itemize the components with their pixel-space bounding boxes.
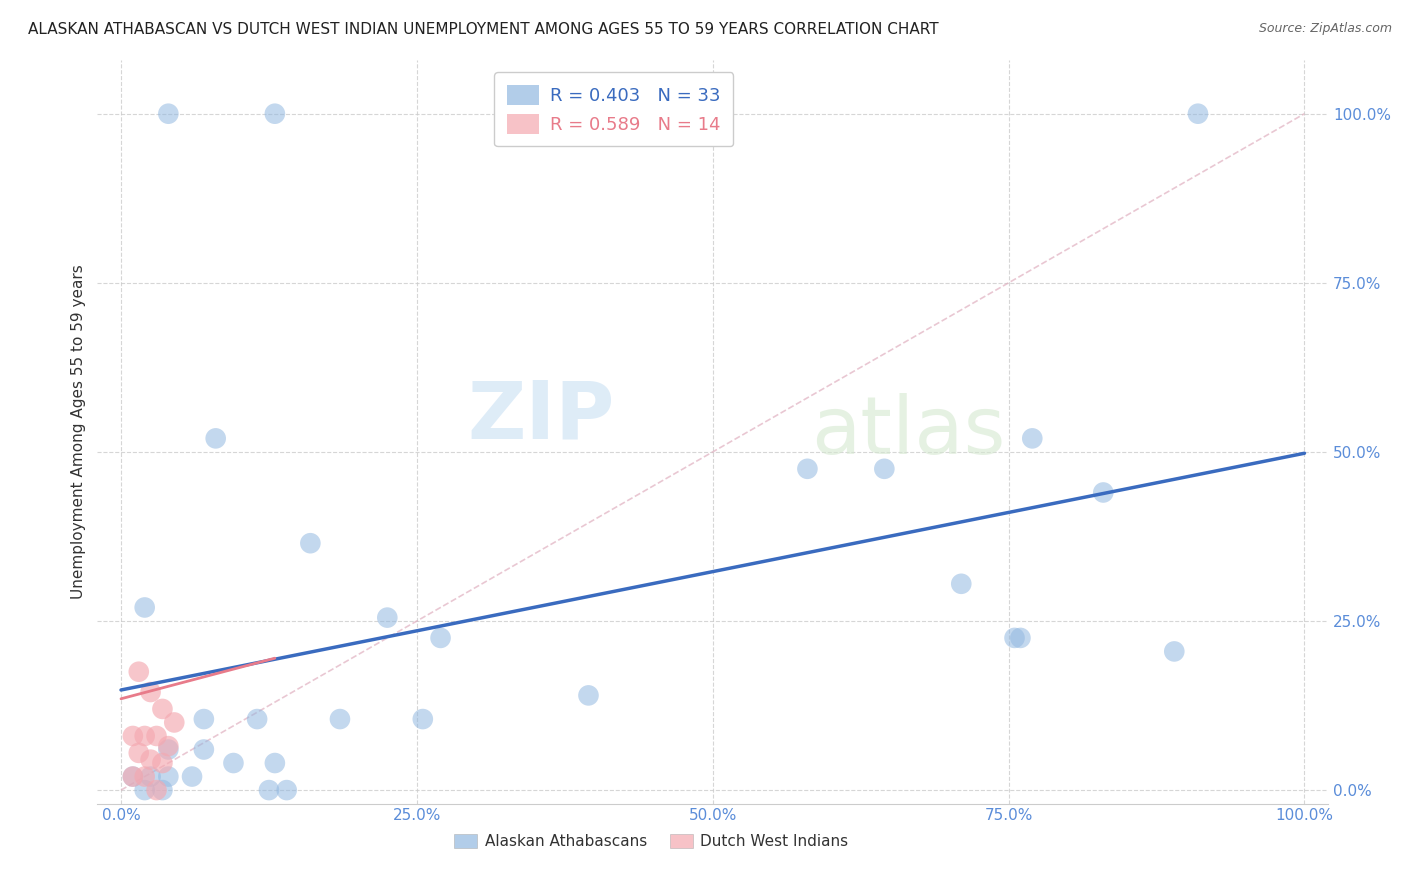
Point	[128, 746, 150, 760]
Point	[1163, 644, 1185, 658]
Point	[1187, 106, 1209, 120]
Point	[152, 783, 174, 797]
Point	[121, 770, 143, 784]
Point	[181, 770, 204, 784]
Legend: R = 0.403   N = 33, R = 0.589   N = 14: R = 0.403 N = 33, R = 0.589 N = 14	[494, 72, 733, 146]
Point	[134, 600, 156, 615]
Point	[145, 729, 167, 743]
Point	[873, 462, 896, 476]
Point	[157, 742, 180, 756]
Point	[578, 689, 600, 703]
Point	[134, 770, 156, 784]
Point	[128, 665, 150, 679]
Point	[193, 742, 215, 756]
Point	[121, 729, 143, 743]
Text: ZIP: ZIP	[467, 377, 614, 456]
Point	[163, 715, 186, 730]
Y-axis label: Unemployment Among Ages 55 to 59 years: Unemployment Among Ages 55 to 59 years	[72, 264, 86, 599]
Point	[375, 610, 398, 624]
Point	[257, 783, 280, 797]
Point	[134, 729, 156, 743]
Point	[157, 106, 180, 120]
Point	[1010, 631, 1032, 645]
Point	[246, 712, 269, 726]
Point	[1004, 631, 1026, 645]
Point	[193, 712, 215, 726]
Text: ALASKAN ATHABASCAN VS DUTCH WEST INDIAN UNEMPLOYMENT AMONG AGES 55 TO 59 YEARS C: ALASKAN ATHABASCAN VS DUTCH WEST INDIAN …	[28, 22, 939, 37]
Point	[276, 783, 298, 797]
Text: atlas: atlas	[811, 392, 1005, 471]
Point	[796, 462, 818, 476]
Point	[157, 770, 180, 784]
Point	[204, 431, 226, 445]
Point	[950, 576, 973, 591]
Point	[139, 770, 162, 784]
Point	[152, 756, 174, 770]
Point	[139, 685, 162, 699]
Point	[263, 106, 285, 120]
Point	[145, 783, 167, 797]
Point	[429, 631, 451, 645]
Point	[1021, 431, 1043, 445]
Point	[121, 770, 143, 784]
Point	[329, 712, 352, 726]
Point	[222, 756, 245, 770]
Point	[1092, 485, 1115, 500]
Point	[139, 753, 162, 767]
Point	[134, 783, 156, 797]
Point	[299, 536, 322, 550]
Point	[157, 739, 180, 753]
Point	[412, 712, 434, 726]
Point	[152, 702, 174, 716]
Point	[263, 756, 285, 770]
Text: Source: ZipAtlas.com: Source: ZipAtlas.com	[1258, 22, 1392, 36]
